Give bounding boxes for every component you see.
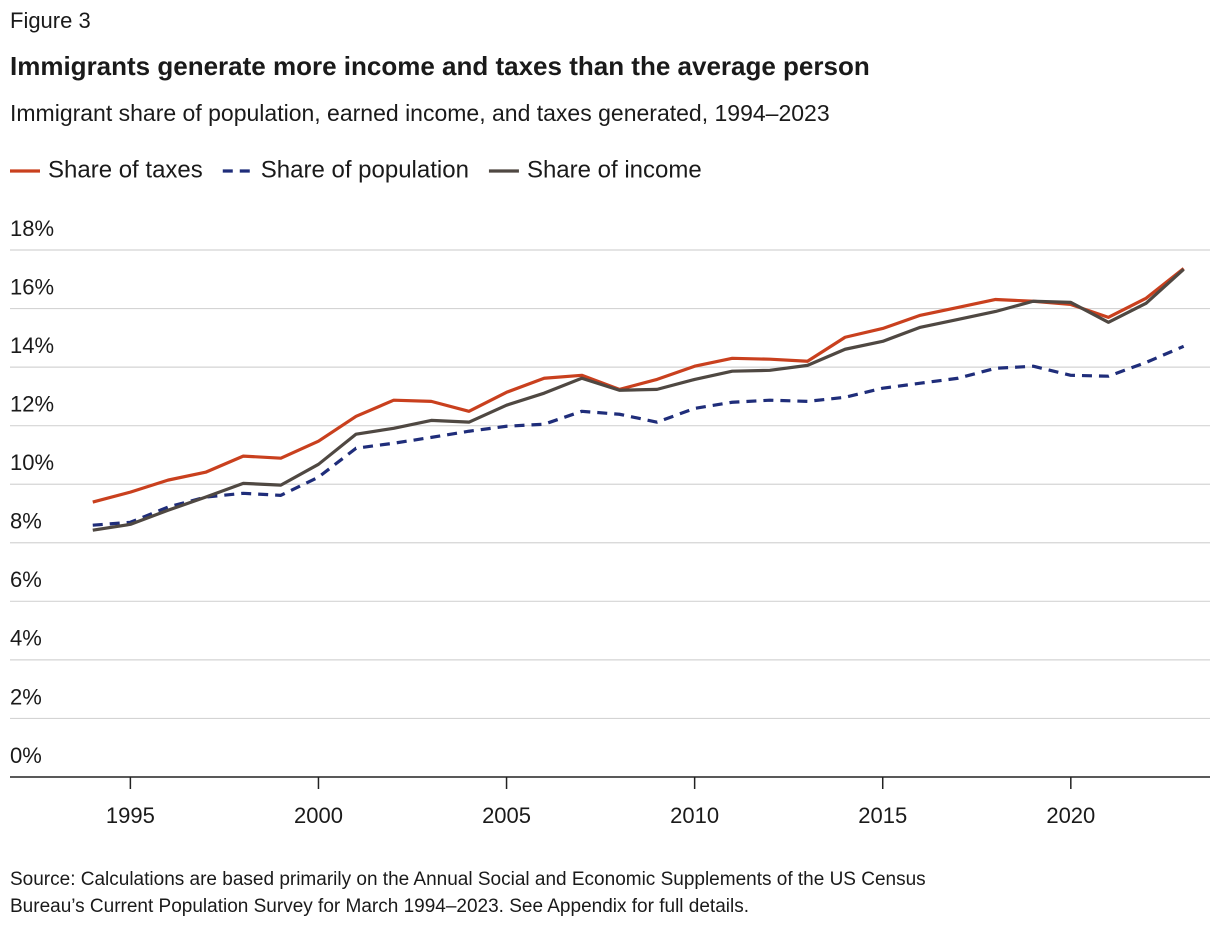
x-tick-label: 2000 (294, 803, 343, 828)
y-tick-label: 0% (10, 743, 42, 768)
x-tick-label: 2015 (858, 803, 907, 828)
y-tick-label: 12% (10, 391, 54, 416)
y-tick-label: 2% (10, 684, 42, 709)
legend-label: Share of income (527, 156, 702, 183)
y-tick-label: 8% (10, 509, 42, 534)
figure-label: Figure 3 (10, 8, 91, 33)
legend-label: Share of population (261, 156, 469, 183)
x-tick-label: 1995 (106, 803, 155, 828)
y-tick-label: 14% (10, 333, 54, 358)
y-tick-label: 16% (10, 274, 54, 299)
x-tick-label: 2020 (1046, 803, 1095, 828)
x-tick-label: 2005 (482, 803, 531, 828)
series-line (92, 344, 1185, 527)
chart-title: Immigrants generate more income and taxe… (10, 51, 870, 81)
x-tick-label: 2010 (670, 803, 719, 828)
series-line (92, 267, 1185, 504)
chart-subtitle: Immigrant share of population, earned in… (10, 100, 830, 126)
source-note: Bureau’s Current Population Survey for M… (10, 896, 749, 917)
y-tick-label: 4% (10, 626, 42, 651)
source-note: Source: Calculations are based primarily… (10, 869, 926, 890)
legend-label: Share of taxes (48, 156, 203, 183)
y-tick-label: 18% (10, 216, 54, 241)
series-line (92, 268, 1185, 532)
y-tick-label: 6% (10, 567, 42, 592)
y-tick-label: 10% (10, 450, 54, 475)
